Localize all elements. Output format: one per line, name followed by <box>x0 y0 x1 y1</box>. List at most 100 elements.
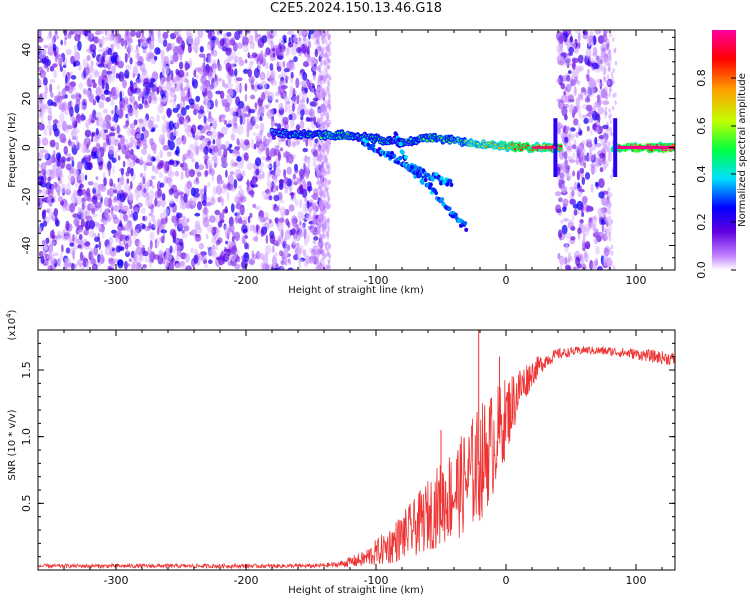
noise-blob <box>79 251 84 262</box>
noise-blob <box>611 105 615 111</box>
noise-blob <box>603 233 606 239</box>
noise-blob <box>290 228 296 236</box>
noise-blob <box>156 218 161 228</box>
noise-blob <box>191 230 197 237</box>
noise-blob <box>91 79 96 83</box>
noise-blob <box>209 122 213 127</box>
noise-blob <box>271 245 275 254</box>
noise-blob <box>577 227 582 235</box>
noise-blob <box>279 250 283 257</box>
noise-blob <box>231 230 236 236</box>
noise-blob <box>316 109 320 114</box>
noise-blob <box>258 216 263 222</box>
noise-blob <box>312 74 317 81</box>
noise-blob <box>219 38 225 47</box>
noise-blob <box>287 154 294 164</box>
noise-blob <box>199 125 206 134</box>
noise-blob <box>144 99 148 106</box>
noise-blob <box>608 141 611 146</box>
branch-blob <box>396 137 401 142</box>
noise-blob <box>104 36 110 41</box>
noise-blob <box>59 112 65 123</box>
noise-blob <box>581 195 588 205</box>
noise-blob <box>182 154 185 164</box>
noise-blob <box>317 264 321 270</box>
noise-blob <box>310 87 315 93</box>
snr-y-label: SNR (10 * v/v) <box>7 409 18 480</box>
noise-blob <box>603 251 606 256</box>
noise-blob <box>609 86 612 92</box>
noise-blob <box>237 100 245 109</box>
noise-blob <box>320 107 324 113</box>
noise-blob <box>268 137 272 143</box>
noise-blob <box>38 123 45 131</box>
noise-blob <box>175 262 180 268</box>
noise-blob <box>54 54 58 63</box>
noise-blob <box>256 132 263 142</box>
noise-blob <box>50 79 56 83</box>
noise-blob <box>225 62 232 72</box>
noise-blob <box>133 119 138 126</box>
noise-blob <box>612 93 615 99</box>
noise-blob <box>268 195 273 201</box>
noise-blob <box>225 69 229 79</box>
noise-blob <box>109 178 114 187</box>
noise-blob <box>244 83 248 92</box>
noise-blob <box>599 82 604 87</box>
noise-blob <box>134 228 140 237</box>
noise-blob <box>208 31 213 40</box>
noise-blob <box>52 119 59 124</box>
noise-blob <box>205 30 210 33</box>
noise-blob <box>47 43 54 51</box>
noise-blob <box>76 229 83 234</box>
noise-blob <box>62 69 67 78</box>
noise-blob <box>584 154 587 162</box>
noise-blob <box>103 89 110 96</box>
noise-blob <box>123 182 130 194</box>
noise-blob <box>86 78 93 88</box>
noise-blob <box>167 139 171 147</box>
noise-blob <box>319 178 323 184</box>
noise-blob <box>243 152 249 162</box>
noise-blob <box>126 115 130 122</box>
noise-blob <box>195 131 202 140</box>
noise-blob <box>230 158 235 168</box>
noise-blob <box>83 229 89 236</box>
noise-blob <box>127 159 134 167</box>
noise-blob <box>161 115 166 120</box>
noise-blob <box>597 231 604 239</box>
noise-blob <box>606 42 610 51</box>
noise-blob <box>607 62 611 68</box>
noise-blob <box>157 37 164 44</box>
noise-blob <box>206 233 209 240</box>
noise-blob <box>580 202 584 213</box>
noise-blob <box>128 142 134 148</box>
noise-blob <box>99 186 104 192</box>
noise-blob <box>149 231 155 241</box>
noise-blob <box>596 94 600 103</box>
noise-blob <box>278 179 284 184</box>
noise-blob <box>50 154 55 164</box>
snr-series <box>38 330 675 570</box>
noise-blob <box>607 50 610 56</box>
branch-blob <box>440 197 445 202</box>
noise-blob <box>182 218 185 223</box>
branch-blob <box>371 143 376 148</box>
noise-blob <box>288 204 295 212</box>
noise-blob <box>322 74 326 80</box>
noise-blob <box>265 147 270 157</box>
noise-blob <box>77 244 82 249</box>
noise-blob <box>61 244 64 253</box>
noise-blob <box>609 202 612 208</box>
noise-blob <box>312 155 317 164</box>
noise-blob <box>186 265 190 270</box>
noise-blob <box>235 77 243 82</box>
noise-blob <box>210 129 217 141</box>
noise-blob <box>304 87 309 94</box>
noise-blob <box>147 246 152 256</box>
noise-blob <box>53 182 57 190</box>
noise-blob <box>193 254 199 264</box>
noise-blob <box>595 125 600 134</box>
noise-blob <box>142 48 147 54</box>
noise-blob <box>598 178 605 189</box>
